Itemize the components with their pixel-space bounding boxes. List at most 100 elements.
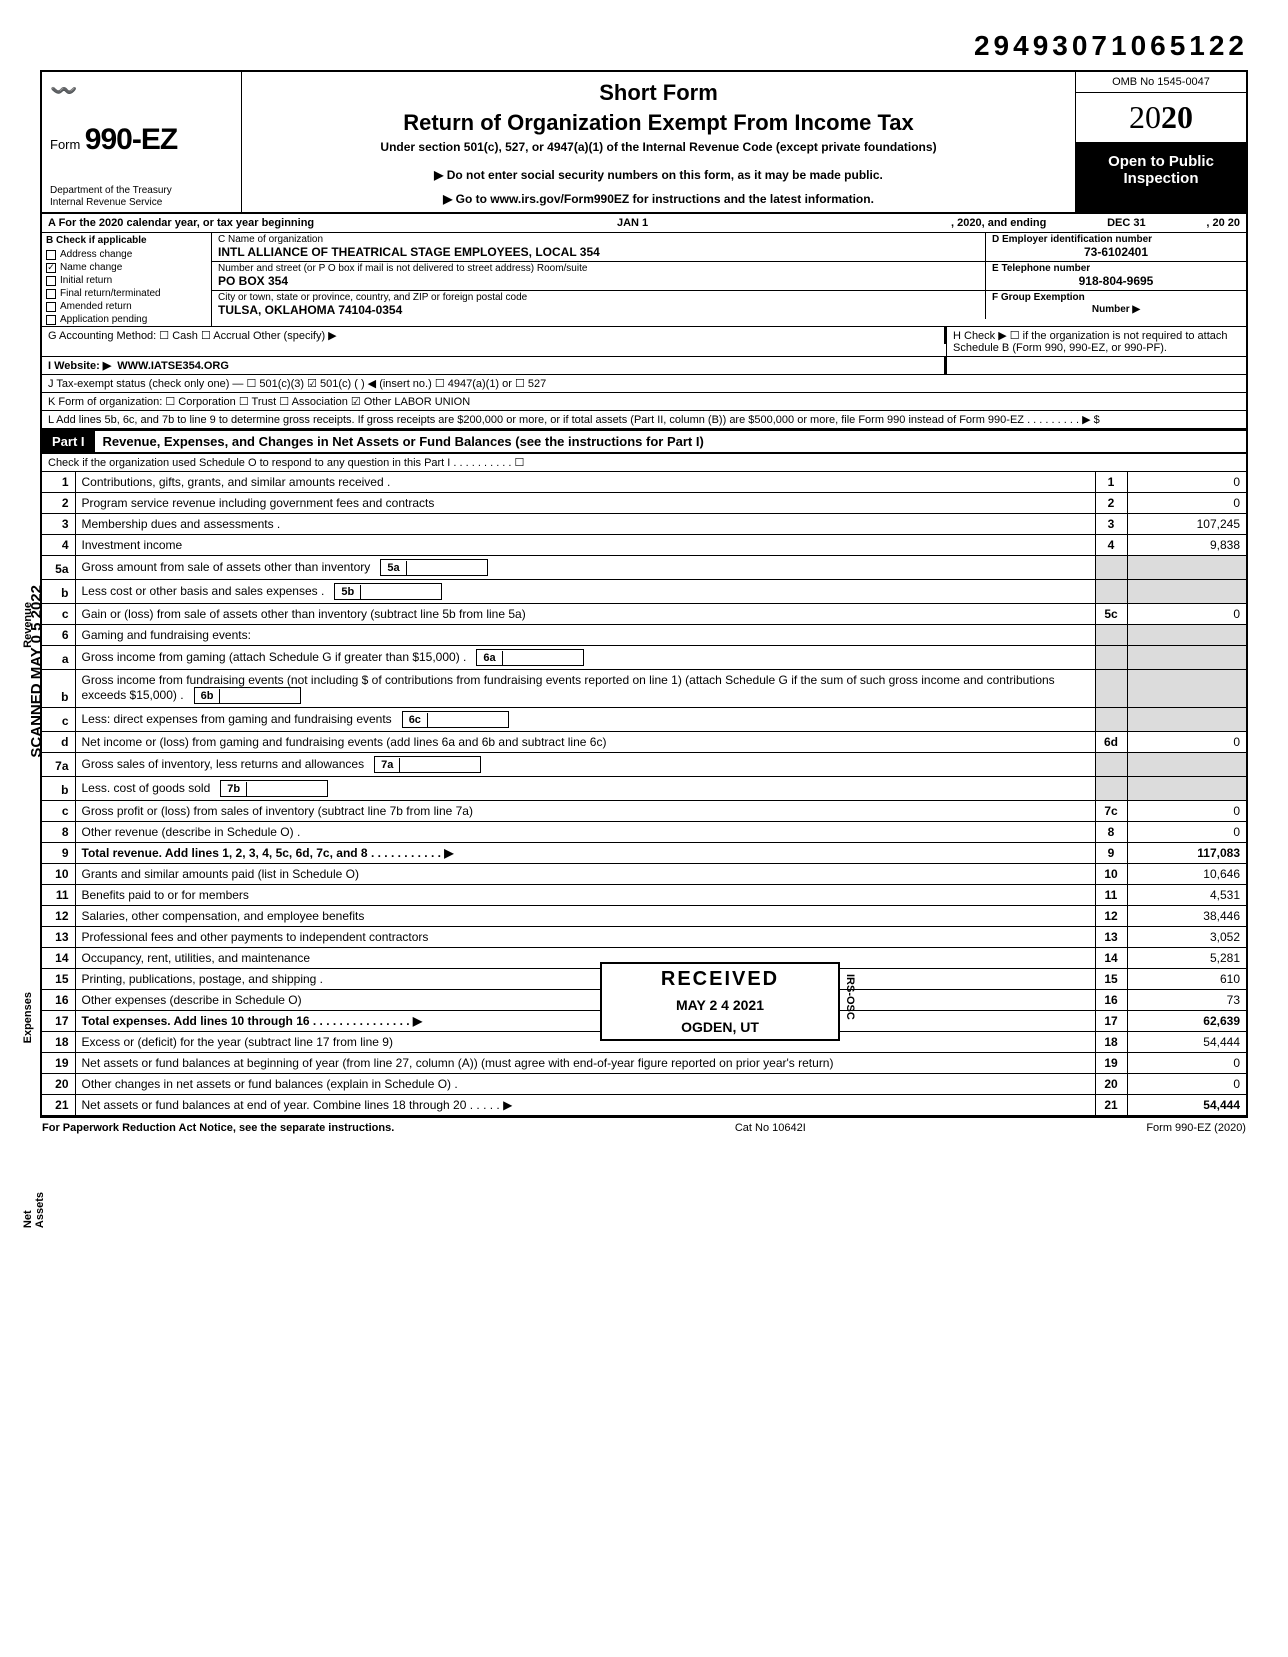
f-label2: Number ▶ (986, 303, 1246, 315)
part1-tag: Part I (42, 431, 95, 452)
row-13: 13Professional fees and other payments t… (41, 927, 1247, 948)
row-10: 10Grants and similar amounts paid (list … (41, 864, 1247, 885)
section-b: B Check if applicable Address change ✓Na… (42, 233, 212, 326)
footer-right: Form 990-EZ (2020) (1146, 1122, 1246, 1134)
b-header: B Check if applicable (42, 233, 211, 248)
form-prefix: Form (50, 137, 80, 152)
title-return: Return of Organization Exempt From Incom… (252, 110, 1065, 136)
row-8: 8Other revenue (describe in Schedule O) … (41, 822, 1247, 843)
main-table-wrap: Revenue Expenses Net Assets RECEIVED MAY… (40, 472, 1248, 1116)
row-19: 19Net assets or fund balances at beginni… (41, 1053, 1247, 1074)
part1-bar: Part I Revenue, Expenses, and Changes in… (40, 430, 1248, 454)
open-to-public: Open to Public Inspection (1076, 143, 1246, 212)
stamp-date: MAY 2 4 2021 (618, 997, 822, 1013)
line-a: A For the 2020 calendar year, or tax yea… (40, 214, 1248, 233)
line-a-suffix: , 20 20 (1206, 217, 1240, 229)
row-7a: 7aGross sales of inventory, less returns… (41, 753, 1247, 777)
form-number-value: 990-EZ (85, 123, 177, 156)
page-footer: For Paperwork Reduction Act Notice, see … (40, 1116, 1248, 1138)
city-value: TULSA, OKLAHOMA 74104-0354 (212, 303, 985, 319)
checkbox-final-return[interactable]: Final return/terminated (42, 287, 211, 300)
ssn-notice: ▶ Do not enter social security numbers o… (252, 168, 1065, 182)
row-20: 20Other changes in net assets or fund ba… (41, 1074, 1247, 1095)
row-5a: 5aGross amount from sale of assets other… (41, 556, 1247, 580)
section-b-cde: B Check if applicable Address change ✓Na… (40, 233, 1248, 327)
phone-value: 918-804-9695 (986, 274, 1246, 290)
label-final-return: Final return/terminated (60, 288, 161, 299)
header-right: OMB No 1545-0047 2020 Open to Public Ins… (1076, 72, 1246, 212)
row-3: 3Membership dues and assessments .3107,2… (41, 514, 1247, 535)
side-net-assets: Net Assets (22, 1192, 46, 1228)
row-11: 11Benefits paid to or for members114,531 (41, 885, 1247, 906)
label-application-pending: Application pending (60, 314, 147, 325)
row-2: 2Program service revenue including gover… (41, 493, 1247, 514)
checkbox-amended-return[interactable]: Amended return (42, 300, 211, 313)
row-1: 1Contributions, gifts, grants, and simil… (41, 472, 1247, 493)
year-bold: 20 (1161, 99, 1193, 135)
line-a-prefix: A For the 2020 calendar year, or tax yea… (48, 217, 314, 229)
stamp-received: RECEIVED (618, 968, 822, 991)
addr-value: PO BOX 354 (212, 274, 985, 290)
department-label: Department of the Treasury Internal Reve… (50, 185, 233, 208)
title-short-form: Short Form (252, 80, 1065, 106)
received-stamp: RECEIVED MAY 2 4 2021 OGDEN, UT IRS-OSC (600, 962, 840, 1041)
line-k: K Form of organization: ☐ Corporation ☐ … (40, 393, 1248, 411)
label-name-change: Name change (60, 262, 122, 273)
website-value: WWW.IATSE354.ORG (117, 360, 229, 372)
form-header: 〰️ Form 990-EZ Department of the Treasur… (40, 70, 1248, 214)
row-5c: cGain or (loss) from sale of assets othe… (41, 604, 1247, 625)
row-12: 12Salaries, other compensation, and empl… (41, 906, 1247, 927)
label-address-change: Address change (60, 249, 132, 260)
url-notice: ▶ Go to www.irs.gov/Form990EZ for instru… (252, 192, 1065, 206)
label-initial-return: Initial return (60, 275, 112, 286)
header-left: 〰️ Form 990-EZ Department of the Treasur… (42, 72, 242, 212)
line-a-end: DEC 31 (1046, 217, 1206, 229)
row-7c: cGross profit or (loss) from sales of in… (41, 801, 1247, 822)
squiggle-icon: 〰️ (50, 78, 233, 104)
footer-mid: Cat No 10642I (735, 1122, 806, 1134)
ein-value: 73-6102401 (986, 245, 1246, 261)
row-6a: aGross income from gaming (attach Schedu… (41, 646, 1247, 670)
row-5b: bLess cost or other basis and sales expe… (41, 580, 1247, 604)
stamp-irs-osc: IRS-OSC (844, 974, 856, 1020)
stamp-location: OGDEN, UT (618, 1019, 822, 1035)
checkbox-initial-return[interactable]: Initial return (42, 274, 211, 287)
row-6b: bGross income from fundraising events (n… (41, 670, 1247, 708)
part1-title: Revenue, Expenses, and Changes in Net As… (95, 431, 712, 452)
side-revenue: Revenue (22, 602, 34, 648)
checkbox-application-pending[interactable]: Application pending (42, 313, 211, 326)
year-prefix: 20 (1129, 99, 1161, 135)
row-9: 9Total revenue. Add lines 1, 2, 3, 4, 5c… (41, 843, 1247, 864)
side-expenses: Expenses (22, 992, 34, 1043)
form-number: Form 990-EZ (50, 123, 233, 157)
label-amended-return: Amended return (60, 301, 132, 312)
row-6c: cLess: direct expenses from gaming and f… (41, 708, 1247, 732)
i-label: I Website: ▶ (48, 359, 111, 372)
row-21: 21Net assets or fund balances at end of … (41, 1095, 1247, 1116)
section-cde: C Name of organization INTL ALLIANCE OF … (212, 233, 1246, 326)
addr-label: Number and street (or P O box if mail is… (212, 262, 985, 274)
f-label: F Group Exemption (986, 291, 1246, 303)
document-id: 29493071065122 (40, 30, 1248, 62)
checkbox-address-change[interactable]: Address change (42, 248, 211, 261)
checkbox-name-change[interactable]: ✓Name change (42, 261, 211, 274)
row-6: 6Gaming and fundraising events: (41, 625, 1247, 646)
org-name: INTL ALLIANCE OF THEATRICAL STAGE EMPLOY… (212, 245, 985, 261)
row-4: 4Investment income49,838 (41, 535, 1247, 556)
line-h: H Check ▶ ☐ if the organization is not r… (946, 327, 1246, 356)
line-a-begin: JAN 1 (314, 217, 951, 229)
row-7b: bLess. cost of goods sold 7b (41, 777, 1247, 801)
omb-number: OMB No 1545-0047 (1076, 72, 1246, 93)
footer-left: For Paperwork Reduction Act Notice, see … (42, 1122, 394, 1134)
tax-year: 2020 (1076, 93, 1246, 143)
header-mid: Short Form Return of Organization Exempt… (242, 72, 1076, 212)
d-label: D Employer identification number (986, 233, 1246, 245)
row-6d: dNet income or (loss) from gaming and fu… (41, 732, 1247, 753)
part1-checkline: Check if the organization used Schedule … (40, 454, 1248, 472)
line-g: G Accounting Method: ☐ Cash ☐ Accrual Ot… (42, 327, 946, 344)
line-j: J Tax-exempt status (check only one) — ☐… (40, 375, 1248, 393)
subtitle: Under section 501(c), 527, or 4947(a)(1)… (252, 140, 1065, 154)
line-i: I Website: ▶ WWW.IATSE354.ORG (42, 357, 946, 374)
e-label: E Telephone number (986, 262, 1246, 274)
city-label: City or town, state or province, country… (212, 291, 985, 303)
